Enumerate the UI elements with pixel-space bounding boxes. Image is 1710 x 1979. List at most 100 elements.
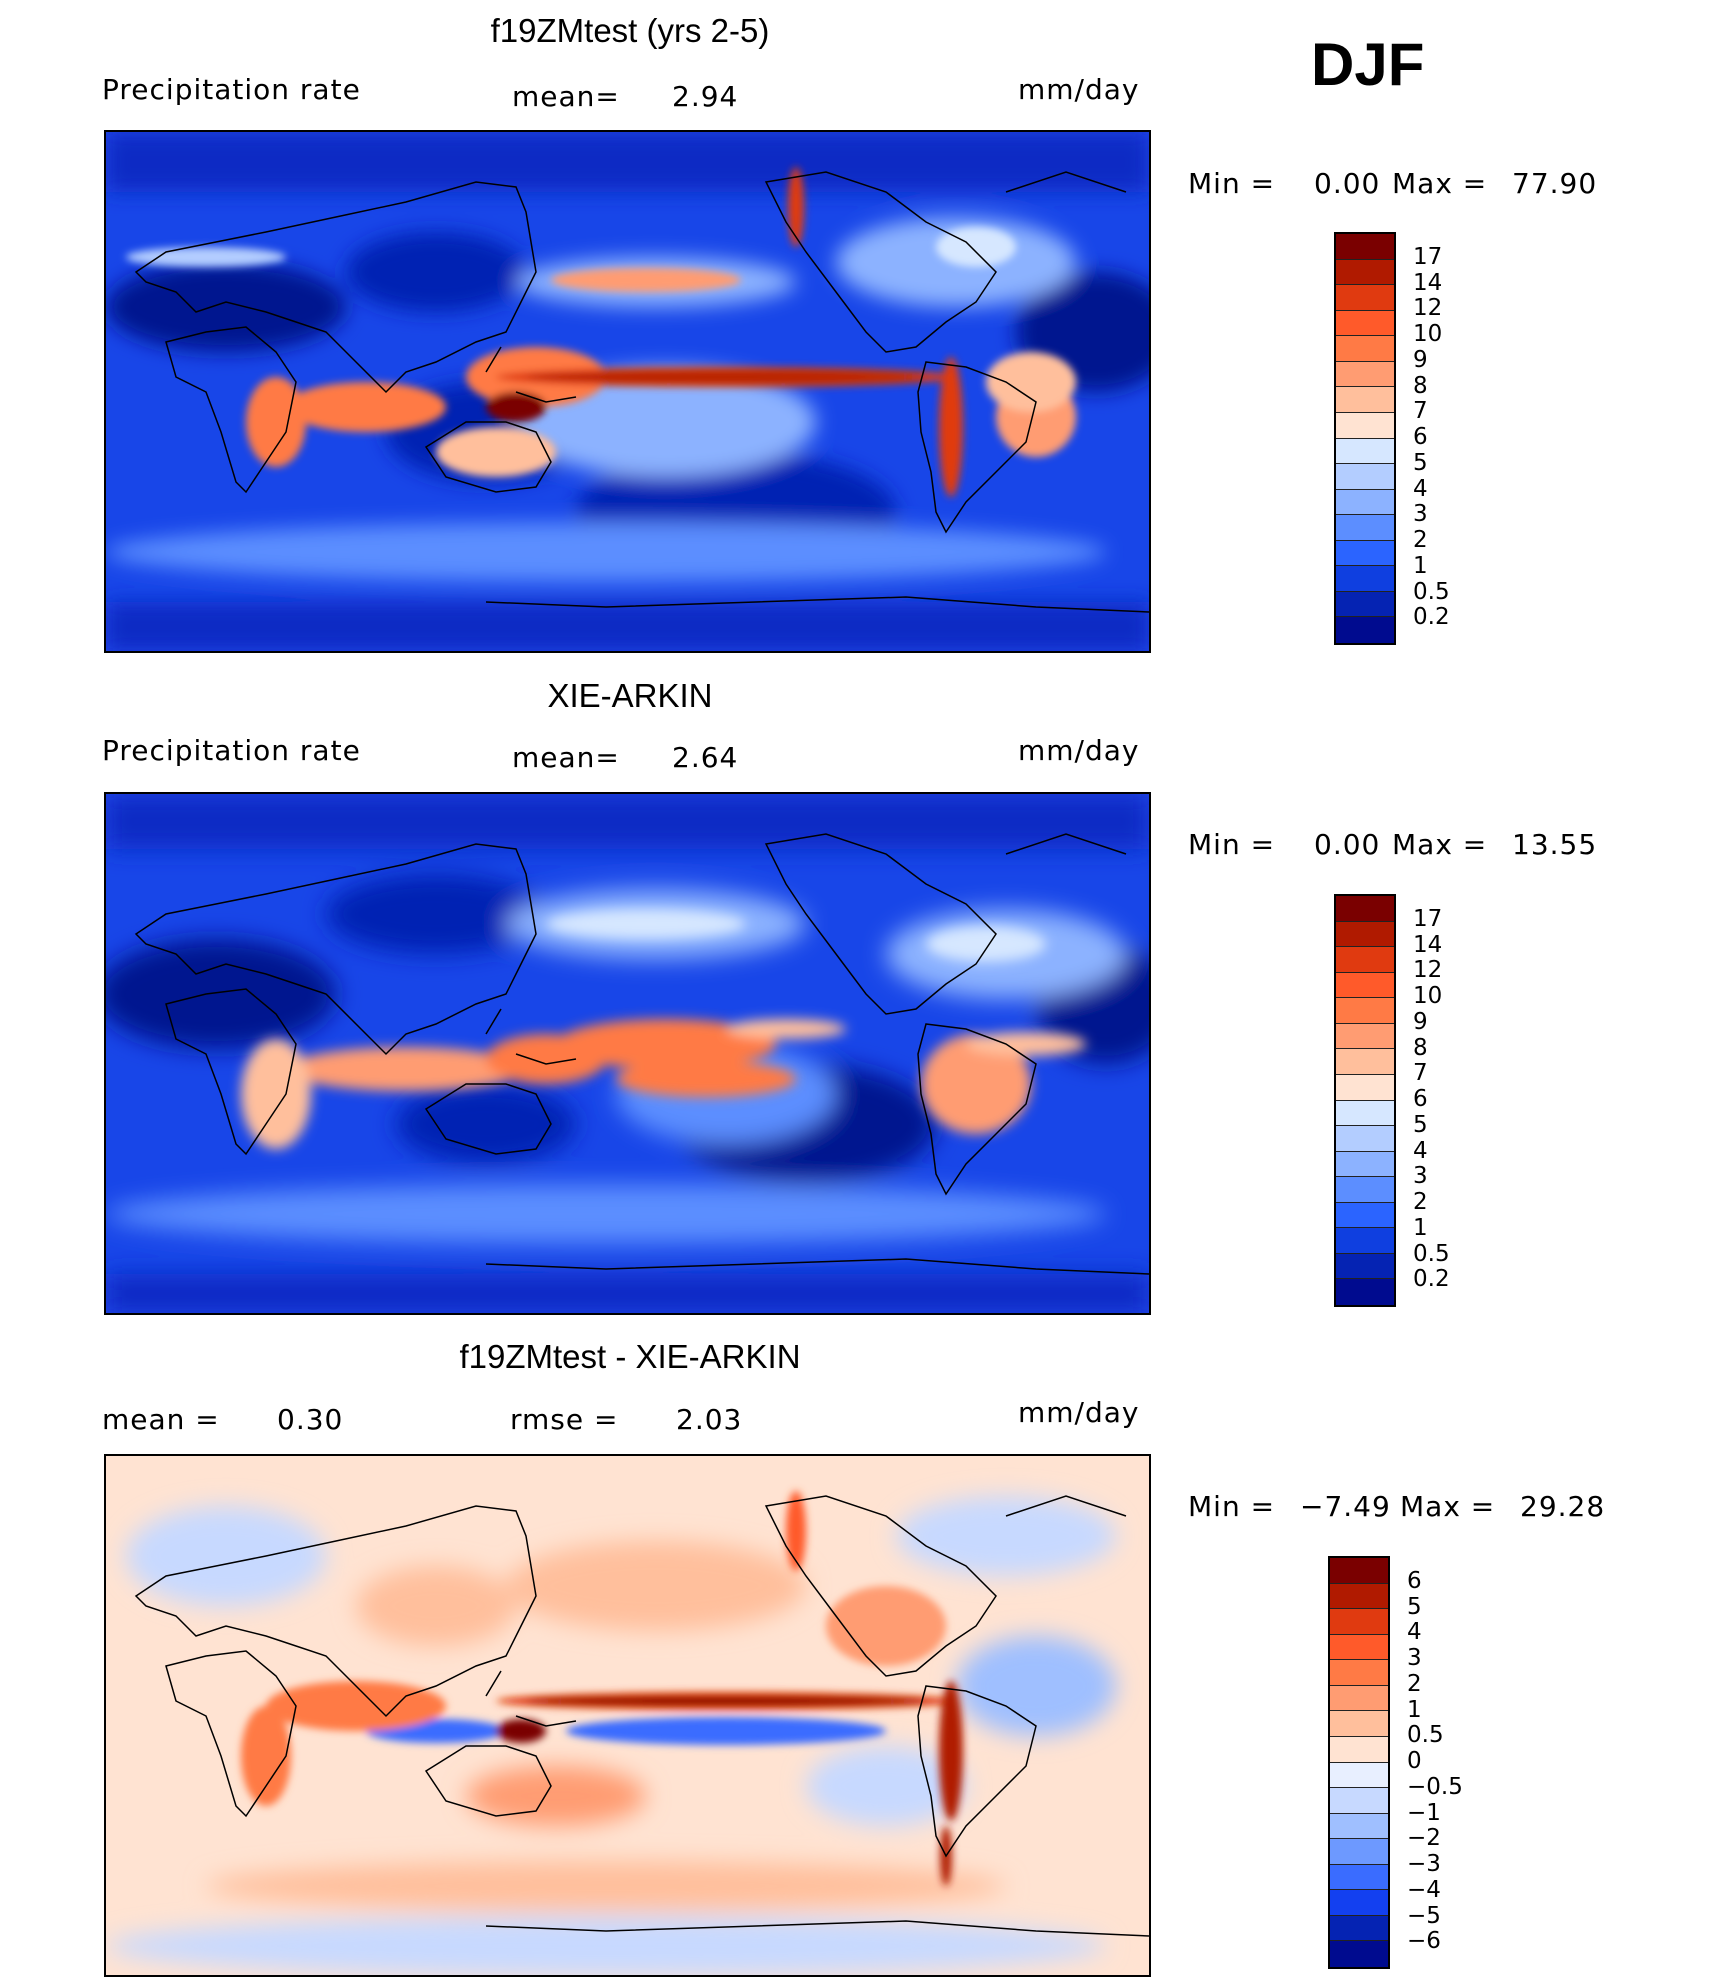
colorbar-tick-label: 9 — [1413, 346, 1428, 373]
colorbar-swatch — [1336, 1126, 1394, 1152]
panel3-max-label: Max = — [1400, 1490, 1496, 1523]
colorbar-swatch — [1336, 464, 1394, 490]
colorbar-tick-label: 3 — [1413, 501, 1428, 528]
colorbar-tick-label: 2 — [1413, 527, 1428, 553]
colorbar-swatch — [1336, 1049, 1394, 1075]
colorbar-swatch — [1336, 896, 1394, 922]
colorbar-tick-label: 2 — [1407, 1670, 1422, 1697]
colorbar-tick-label: 10 — [1413, 983, 1443, 1009]
colorbar-swatch — [1336, 566, 1394, 592]
colorbar-tick-label: 17 — [1413, 243, 1443, 270]
colorbar-tick-label: 0.5 — [1413, 578, 1450, 605]
colorbar-swatch — [1336, 998, 1394, 1024]
panel1-units: mm/day — [1018, 73, 1140, 106]
panel1-title: f19ZMtest (yrs 2-5) — [490, 12, 770, 49]
colorbar-tick-label: 4 — [1413, 1137, 1428, 1164]
panel1-mean-value: 2.94 — [672, 80, 739, 113]
colorbar-tick-label: 5 — [1413, 449, 1428, 476]
colorbar-swatch — [1330, 1788, 1388, 1814]
colorbar-tick-label: 8 — [1413, 372, 1428, 399]
panel2-max-label: Max = — [1392, 828, 1488, 861]
panel3-title: f19ZMtest - XIE-ARKIN — [459, 1338, 801, 1375]
colorbar-tick-label: 2 — [1413, 1189, 1428, 1215]
panel3-max-value: 29.28 — [1520, 1490, 1606, 1523]
colorbar-tick-label: −3 — [1407, 1851, 1441, 1877]
panel3-map-plot — [106, 1456, 1149, 1975]
colorbar-tick-label: 1 — [1407, 1696, 1422, 1723]
panel2-title: XIE-ARKIN — [547, 677, 713, 714]
colorbar-tick-label: 6 — [1413, 1086, 1428, 1112]
colorbar-tick-label: −6 — [1407, 1928, 1441, 1955]
colorbar-tick-label: 0.5 — [1407, 1722, 1444, 1749]
panel3-rmse-value: 2.03 — [676, 1403, 743, 1436]
colorbar-swatch — [1336, 540, 1394, 567]
colorbar-swatch — [1330, 1736, 1388, 1763]
colorbar-tick-label: 4 — [1413, 475, 1428, 502]
colorbar-tick-label: −2 — [1407, 1825, 1441, 1852]
colorbar-tick-label: 17 — [1413, 905, 1443, 932]
panel2-map-plot — [106, 794, 1149, 1313]
colorbar-tick-label: 4 — [1407, 1619, 1422, 1646]
colorbar-swatch — [1336, 1279, 1394, 1305]
panel1-map — [104, 130, 1151, 653]
colorbar-tick-label: −1 — [1407, 1799, 1441, 1826]
panel3-colorbar — [1328, 1556, 1390, 1969]
colorbar-swatch — [1330, 1558, 1388, 1584]
colorbar-tick-label: 0.5 — [1413, 1240, 1450, 1267]
colorbar-tick-label: 7 — [1413, 398, 1428, 425]
panel1-mean-label: mean= — [512, 80, 620, 113]
colorbar-swatch — [1336, 1151, 1394, 1178]
colorbar-tick-label: 0 — [1407, 1748, 1422, 1774]
colorbar-tick-label: 8 — [1413, 1034, 1428, 1061]
colorbar-swatch — [1336, 515, 1394, 541]
panel3-min-value: −7.49 — [1300, 1490, 1391, 1523]
colorbar-swatch — [1336, 361, 1394, 388]
colorbar-tick-label: 5 — [1407, 1593, 1422, 1620]
colorbar-swatch — [1336, 310, 1394, 337]
colorbar-tick-label: 10 — [1413, 321, 1443, 347]
colorbar-swatch — [1336, 489, 1394, 516]
colorbar-swatch — [1336, 1100, 1394, 1127]
colorbar-swatch — [1336, 387, 1394, 413]
colorbar-swatch — [1336, 1202, 1394, 1229]
panel2-units: mm/day — [1018, 734, 1140, 767]
colorbar-swatch — [1330, 1941, 1388, 1967]
panel2-min-value: 0.00 — [1314, 828, 1381, 861]
colorbar-swatch — [1330, 1813, 1388, 1840]
colorbar-swatch — [1336, 972, 1394, 999]
colorbar-swatch — [1336, 591, 1394, 618]
panel1-colorbar — [1334, 232, 1396, 645]
colorbar-swatch — [1336, 438, 1394, 465]
panel2-colorbar — [1334, 894, 1396, 1307]
panel1-variable-label: Precipitation rate — [102, 73, 361, 106]
panel1-min-value: 0.00 — [1314, 167, 1381, 200]
panel2-mean-label: mean= — [512, 741, 620, 774]
colorbar-tick-label: −5 — [1407, 1902, 1441, 1929]
colorbar-swatch — [1330, 1915, 1388, 1942]
colorbar-swatch — [1336, 234, 1394, 260]
colorbar-swatch — [1336, 1023, 1394, 1050]
colorbar-tick-label: 14 — [1413, 931, 1443, 958]
colorbar-swatch — [1336, 1253, 1394, 1280]
colorbar-swatch — [1330, 1711, 1388, 1737]
colorbar-swatch — [1330, 1583, 1388, 1610]
colorbar-swatch — [1336, 1228, 1394, 1254]
panel2-min-label: Min = — [1188, 828, 1276, 861]
panel2-mean-value: 2.64 — [672, 741, 739, 774]
colorbar-tick-label: 3 — [1407, 1645, 1422, 1671]
colorbar-swatch — [1330, 1660, 1388, 1686]
colorbar-tick-label: 9 — [1413, 1008, 1428, 1035]
colorbar-tick-label: −0.5 — [1407, 1773, 1463, 1800]
season-label: DJF — [1311, 31, 1425, 98]
colorbar-tick-label: 1 — [1413, 1214, 1428, 1241]
colorbar-swatch — [1336, 336, 1394, 362]
colorbar-swatch — [1330, 1634, 1388, 1661]
colorbar-swatch — [1336, 921, 1394, 948]
panel1-max-value: 77.90 — [1512, 167, 1598, 200]
panel1-min-label: Min = — [1188, 167, 1276, 200]
colorbar-tick-label: 3 — [1413, 1163, 1428, 1190]
colorbar-tick-label: 6 — [1413, 424, 1428, 450]
colorbar-swatch — [1336, 259, 1394, 286]
colorbar-swatch — [1330, 1864, 1388, 1891]
colorbar-tick-label: 0.2 — [1413, 604, 1450, 631]
